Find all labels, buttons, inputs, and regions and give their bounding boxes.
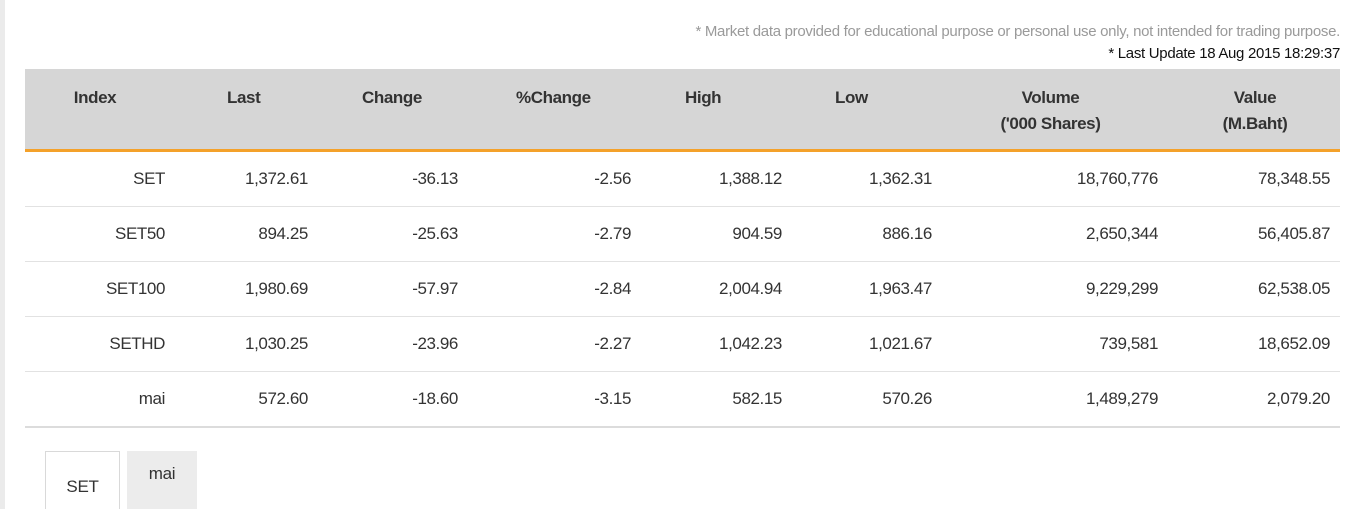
volume-value: 2,650,344 <box>936 206 1160 262</box>
pct-change-value: -2.56 <box>460 150 633 207</box>
change-value: -36.13 <box>310 150 460 207</box>
high-value: 1,388.12 <box>633 150 786 207</box>
table-row: SET100 1,980.69 -57.97 -2.84 2,004.94 1,… <box>25 261 1340 317</box>
header-change: Change <box>310 69 460 152</box>
last-value: 1,372.61 <box>165 150 310 207</box>
header-value: Value (M.Baht) <box>1160 69 1340 152</box>
low-value: 1,963.47 <box>786 261 936 317</box>
pct-change-value: -3.15 <box>460 371 633 428</box>
value-value: 18,652.09 <box>1160 316 1340 372</box>
last-value: 1,980.69 <box>165 261 310 317</box>
volume-value: 1,489,279 <box>936 371 1160 428</box>
left-edge-strip <box>0 0 5 509</box>
pct-change-value: -2.84 <box>460 261 633 317</box>
tab-mai[interactable]: mai <box>127 451 197 509</box>
index-link[interactable]: SETHD <box>25 316 165 372</box>
table-row: SET50 894.25 -25.63 -2.79 904.59 886.16 … <box>25 206 1340 262</box>
change-value: -18.60 <box>310 371 460 428</box>
index-name: SET <box>25 150 165 207</box>
change-value: -23.96 <box>310 316 460 372</box>
index-link[interactable]: SET100 <box>25 261 165 317</box>
last-value: 1,030.25 <box>165 316 310 372</box>
header-last: Last <box>165 69 310 152</box>
tab-set[interactable]: SET <box>45 451 120 509</box>
header-high: High <box>633 69 786 152</box>
high-value: 1,042.23 <box>633 316 786 372</box>
low-value: 1,362.31 <box>786 150 936 207</box>
index-link[interactable]: SET50 <box>25 206 165 262</box>
value-value: 56,405.87 <box>1160 206 1340 262</box>
low-value: 1,021.67 <box>786 316 936 372</box>
header-index: Index <box>25 69 165 152</box>
pct-change-value: -2.79 <box>460 206 633 262</box>
last-value: 572.60 <box>165 371 310 428</box>
table-row: SETHD 1,030.25 -23.96 -2.27 1,042.23 1,0… <box>25 316 1340 372</box>
high-value: 904.59 <box>633 206 786 262</box>
index-name: mai <box>25 371 165 428</box>
header-value-unit: (M.Baht) <box>1222 114 1288 133</box>
volume-value: 9,229,299 <box>936 261 1160 317</box>
market-notes: * Market data provided for educational p… <box>695 21 1340 65</box>
header-volume: Volume ('000 Shares) <box>936 69 1160 152</box>
disclaimer-text: * Market data provided for educational p… <box>695 23 1340 40</box>
high-value: 2,004.94 <box>633 261 786 317</box>
market-index-table: Index Last Change %Change High Low Volum… <box>25 69 1340 428</box>
low-value: 570.26 <box>786 371 936 428</box>
change-value: -25.63 <box>310 206 460 262</box>
low-value: 886.16 <box>786 206 936 262</box>
market-tabs: SET mai <box>45 451 197 509</box>
table-header-row: Index Last Change %Change High Low Volum… <box>25 69 1340 152</box>
pct-change-value: -2.27 <box>460 316 633 372</box>
volume-value: 18,760,776 <box>936 150 1160 207</box>
last-update-text: * Last Update 18 Aug 2015 18:29:37 <box>1108 45 1340 62</box>
high-value: 582.15 <box>633 371 786 428</box>
value-value: 62,538.05 <box>1160 261 1340 317</box>
header-low: Low <box>786 69 936 152</box>
volume-value: 739,581 <box>936 316 1160 372</box>
table-row: SET 1,372.61 -36.13 -2.56 1,388.12 1,362… <box>25 150 1340 207</box>
value-value: 78,348.55 <box>1160 150 1340 207</box>
header-pct-change: %Change <box>460 69 633 152</box>
change-value: -57.97 <box>310 261 460 317</box>
table-row: mai 572.60 -18.60 -3.15 582.15 570.26 1,… <box>25 371 1340 428</box>
last-value: 894.25 <box>165 206 310 262</box>
value-value: 2,079.20 <box>1160 371 1340 428</box>
header-volume-unit: ('000 Shares) <box>1000 114 1101 133</box>
